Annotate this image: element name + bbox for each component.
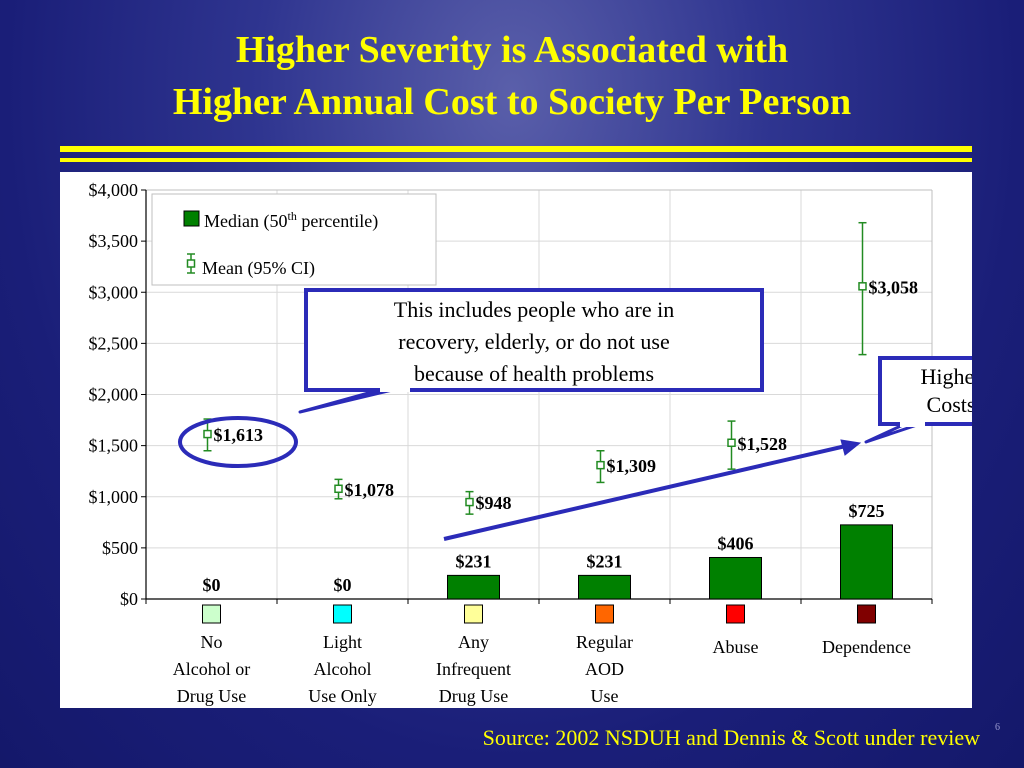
mean-point-label: $1,613 xyxy=(214,425,264,445)
higher-callout-box xyxy=(878,356,972,426)
higher-callout-line: Costs xyxy=(927,392,972,417)
x-category-label-line: Abuse xyxy=(713,637,759,657)
x-category-label: No Alcohol or Drug Use xyxy=(173,632,250,706)
legend-box xyxy=(151,193,437,286)
x-category-label-line: Light xyxy=(323,632,362,652)
y-tick-label: $1,500 xyxy=(89,436,139,456)
legend-mean-marker xyxy=(186,259,196,268)
note-callout-text: This includes people who are in recovery,… xyxy=(394,297,674,386)
mean-point-label: $1,528 xyxy=(738,434,788,454)
title-divider-thick xyxy=(60,146,972,152)
category-swatch xyxy=(857,604,876,624)
category-swatch xyxy=(333,604,352,624)
mean-point xyxy=(858,282,867,291)
category-swatch xyxy=(202,604,221,624)
median-bar-label: $231 xyxy=(587,551,623,571)
mean-point-label: $948 xyxy=(476,493,512,513)
chart: $0 $500 $1,000 $1,500 $2,000 $2,500 $3,000 $3,5… xyxy=(89,180,972,706)
x-category-label-line: Regular xyxy=(576,632,633,652)
median-bar xyxy=(447,574,500,600)
mean-point-label: $3,058 xyxy=(869,277,919,297)
mean-point xyxy=(596,460,605,470)
median-bar-label: $725 xyxy=(849,501,885,521)
legend-median-label: Median (50th percentile) xyxy=(204,209,378,232)
y-tick-label: $3,500 xyxy=(89,231,139,251)
x-category-label: Dependence xyxy=(822,637,911,657)
y-tick-label: $2,500 xyxy=(89,333,139,353)
x-category-label-line: No xyxy=(201,632,223,652)
y-tick-label: $1,000 xyxy=(89,487,139,507)
median-bar-label: $0 xyxy=(203,575,221,595)
x-category-label-line: Use Only xyxy=(308,686,377,706)
slide-title: Higher Severity is Associated with Highe… xyxy=(0,24,1024,128)
x-category-label: Regular AOD Use xyxy=(576,632,633,706)
source-note: Source: 2002 NSDUH and Dennis & Scott un… xyxy=(482,725,980,750)
mean-point xyxy=(727,438,736,448)
legend-median-suffix: percentile) xyxy=(297,211,378,232)
y-tick-label: $500 xyxy=(102,538,138,558)
median-bar-label: $0 xyxy=(334,575,352,595)
x-category-label-line: Drug Use xyxy=(439,686,509,706)
chart-panel: $0 $500 $1,000 $1,500 $2,000 $2,500 $3,000 $3,5… xyxy=(60,172,972,708)
title-line-1: Higher Severity is Associated with xyxy=(235,29,789,71)
note-callout-box xyxy=(304,288,764,392)
category-swatch xyxy=(726,604,745,624)
legend-mean-label: Mean (95% CI) xyxy=(202,258,315,279)
trend-arrow-head xyxy=(840,439,862,456)
trend-arrow-line xyxy=(443,443,851,541)
note-callout-line: recovery, elderly, or do not use xyxy=(398,329,669,354)
mean-point xyxy=(203,429,212,439)
x-category-label-line: Drug Use xyxy=(177,686,247,706)
y-tick-label: $3,000 xyxy=(89,282,139,302)
median-bar xyxy=(709,556,762,600)
title-line-2: Higher Annual Cost to Society Per Person xyxy=(172,81,852,123)
y-tick-label: $2,000 xyxy=(89,385,139,405)
category-swatch xyxy=(464,604,483,624)
median-bar-label: $231 xyxy=(456,551,492,571)
x-category-label-line: Infrequent xyxy=(436,659,511,679)
x-category-label: Light Alcohol Use Only xyxy=(308,632,377,706)
mean-point xyxy=(334,484,343,494)
note-callout-line: because of health problems xyxy=(414,361,654,386)
median-bar-label: $406 xyxy=(718,533,754,553)
x-category-label-line: Dependence xyxy=(822,637,911,657)
highlight-ellipse xyxy=(178,416,298,468)
x-category-label-line: Any xyxy=(458,632,489,652)
x-category-label: Any Infrequent Drug Use xyxy=(436,632,511,706)
mean-point-label: $1,078 xyxy=(345,480,395,500)
legend-median-swatch xyxy=(183,210,200,227)
x-category-label-line: Alcohol or xyxy=(173,659,250,679)
legend-median-superscript: th xyxy=(287,209,296,223)
page-number: 6 xyxy=(995,722,1000,733)
higher-callout-line: Higher xyxy=(920,364,972,389)
median-bar xyxy=(840,524,893,600)
legend-median-prefix: Median (50 xyxy=(204,211,287,232)
note-callout-joint xyxy=(380,384,410,392)
x-category-label-line: AOD xyxy=(585,659,624,679)
mean-point xyxy=(465,497,474,507)
legend: Median (50th percentile) Mean (95% CI) xyxy=(151,193,437,286)
mean-point-label: $1,309 xyxy=(607,456,657,476)
y-tick-label: $0 xyxy=(120,589,138,609)
higher-callout-text: Higher Costs xyxy=(920,364,972,417)
median-bar xyxy=(578,574,631,600)
x-category-label: Abuse xyxy=(713,637,759,657)
x-category-label-line: Use xyxy=(591,686,619,706)
y-tick-label: $4,000 xyxy=(89,180,139,200)
x-category-label-line: Alcohol xyxy=(314,659,372,679)
title-divider-thin xyxy=(60,158,972,162)
higher-callout-joint xyxy=(900,420,925,427)
category-swatch xyxy=(595,604,614,624)
note-callout-line: This includes people who are in xyxy=(394,297,674,322)
